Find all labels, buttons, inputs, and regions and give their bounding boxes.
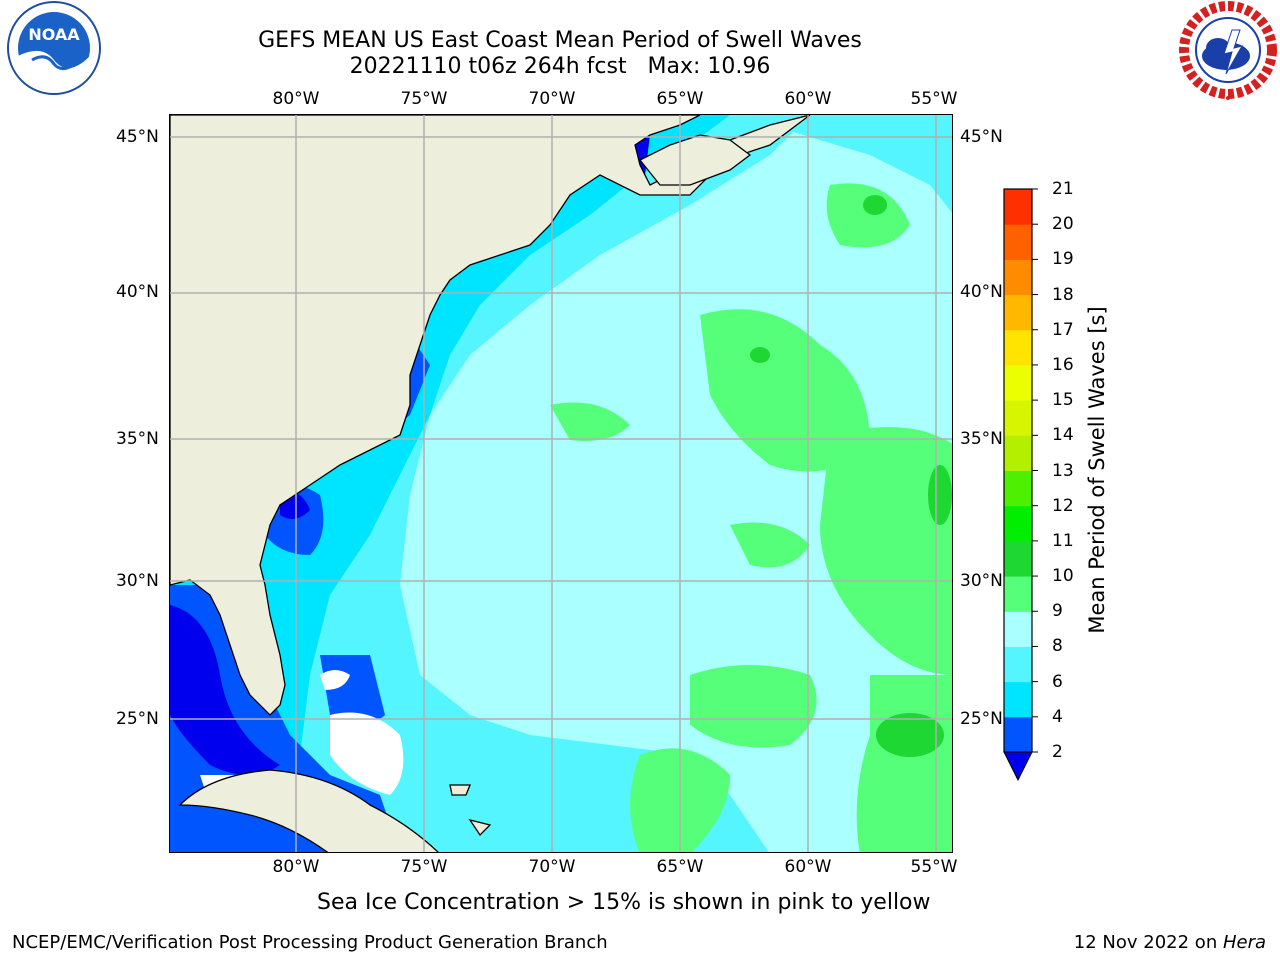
colorbar-block xyxy=(1004,259,1032,296)
lon-tick-top: 75°W xyxy=(400,89,448,109)
lat-tick-left: 30°N xyxy=(116,571,159,591)
graticule xyxy=(170,115,952,852)
lat-tick-right: 25°N xyxy=(960,709,1003,729)
land xyxy=(170,115,811,852)
lon-tick-bottom: 55°W xyxy=(910,857,958,877)
lon-tick-bottom: 75°W xyxy=(400,857,448,877)
colorbar-tick-label: 17 xyxy=(1052,319,1074,340)
map-canvas xyxy=(170,115,952,852)
colorbar-tick-label: 14 xyxy=(1052,425,1074,446)
colorbar-tick-label: 10 xyxy=(1052,566,1074,587)
colorbar-tick-label: 16 xyxy=(1052,354,1074,375)
colorbar-outline xyxy=(1003,188,1033,753)
lat-tick-right: 30°N xyxy=(960,571,1003,591)
lon-tick-bottom: 65°W xyxy=(656,857,704,877)
colorbar-block xyxy=(1004,611,1032,647)
lat-tick-left: 40°N xyxy=(116,282,159,302)
lon-tick-bottom: 70°W xyxy=(528,857,576,877)
colorbar-tick-label: 4 xyxy=(1052,706,1063,727)
colorbar-tick-label: 6 xyxy=(1052,671,1063,692)
colorbar-tick-label: 19 xyxy=(1052,249,1074,270)
lat-tick-right: 45°N xyxy=(960,127,1003,147)
colorbar-tick-label: 9 xyxy=(1052,601,1063,622)
colorbar-tick-label: 18 xyxy=(1052,284,1074,305)
lon-tick-top: 60°W xyxy=(784,89,832,109)
noaa-logo: NOAA xyxy=(7,1,101,95)
colorbar-block xyxy=(1004,470,1032,507)
footer-date-text: 12 Nov 2022 on xyxy=(1073,932,1223,953)
colorbar-tick-label: 11 xyxy=(1052,530,1074,551)
footer-credit: NCEP/EMC/Verification Post Processing Pr… xyxy=(12,932,608,953)
colorbar-tick-label: 20 xyxy=(1052,214,1074,235)
lon-tick-bottom: 60°W xyxy=(784,857,832,877)
colorbar-block xyxy=(1004,364,1032,401)
ice-note: Sea Ice Concentration > 15% is shown in … xyxy=(317,890,931,915)
svg-text:NOAA: NOAA xyxy=(28,25,80,44)
lon-tick-top: 55°W xyxy=(910,89,958,109)
colorbar-block xyxy=(1004,435,1032,471)
lon-tick-bottom: 80°W xyxy=(272,857,320,877)
lat-tick-left: 25°N xyxy=(116,709,159,729)
lat-tick-right: 40°N xyxy=(960,282,1003,302)
colorbar-tick-label: 2 xyxy=(1052,742,1063,762)
colorbar-block xyxy=(1004,576,1032,612)
chart-title: GEFS MEAN US East Coast Mean Period of S… xyxy=(258,28,862,53)
colorbar-block xyxy=(1004,294,1032,331)
colorbar-block xyxy=(1004,400,1032,436)
colorbar-block xyxy=(1004,716,1032,753)
lon-tick-top: 80°W xyxy=(272,89,320,109)
lat-tick-left: 35°N xyxy=(116,429,159,449)
colorbar-block xyxy=(1004,540,1032,577)
colorbar-tick-label: 8 xyxy=(1052,636,1063,657)
swell-band-6-8-north xyxy=(650,115,952,213)
colorbar-block xyxy=(1004,224,1032,260)
swell-band-10-11 xyxy=(750,195,952,757)
lon-tick-top: 70°W xyxy=(528,89,576,109)
colorbar-tick-label: 13 xyxy=(1052,460,1074,481)
colorbar-tick-label: 15 xyxy=(1052,390,1074,411)
lat-tick-right: 35°N xyxy=(960,429,1003,449)
colorbar xyxy=(1003,188,1038,782)
colorbar-tick-label: 21 xyxy=(1052,179,1074,199)
lon-tick-top: 65°W xyxy=(656,89,704,109)
colorbar-under-triangle xyxy=(1003,751,1033,782)
colorbar-block xyxy=(1004,505,1032,542)
footer-date: 12 Nov 2022 on Hera xyxy=(1074,932,1266,953)
colorbar-block xyxy=(1004,646,1032,683)
lat-tick-left: 45°N xyxy=(116,127,159,147)
colorbar-block xyxy=(1004,189,1032,225)
colorbar-block xyxy=(1004,681,1032,718)
map-panel[interactable] xyxy=(169,114,953,853)
chart-subtitle: 20221110 t06z 264h fcst Max: 10.96 xyxy=(349,54,771,79)
colorbar-block xyxy=(1004,329,1032,366)
colorbar-tick-label: 12 xyxy=(1052,495,1074,516)
footer-host: Hera xyxy=(1222,932,1266,953)
nws-logo xyxy=(1179,1,1277,100)
colorbar-title: Mean Period of Swell Waves [s] xyxy=(1085,306,1109,634)
